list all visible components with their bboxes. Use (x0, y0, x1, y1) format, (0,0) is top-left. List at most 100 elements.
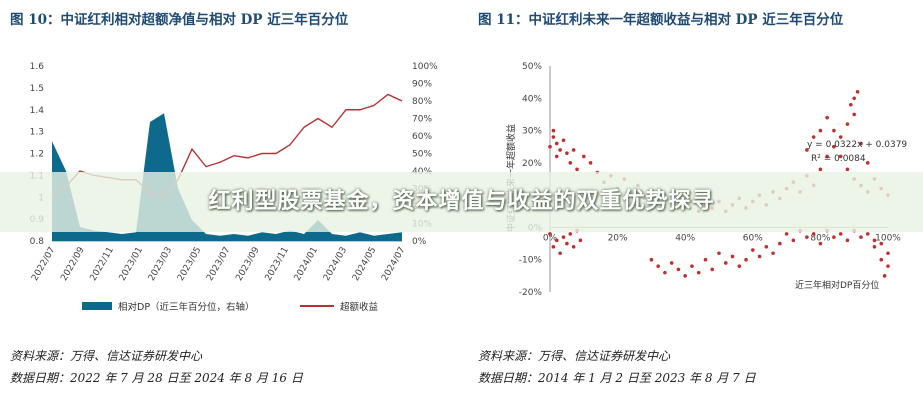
scatter-point (879, 257, 884, 262)
scatter-point (717, 251, 721, 256)
x-tick-label: 2022/11 (89, 246, 116, 283)
scatter-point (551, 135, 556, 139)
scatter-point (886, 264, 890, 268)
x-tick-label: 2024/07 (380, 246, 407, 283)
scatter-point (805, 235, 809, 239)
y-right-tick-label: 60% (412, 132, 432, 142)
scatter-point (849, 102, 853, 107)
scatter-point (852, 96, 856, 101)
scatter-point (558, 148, 562, 152)
scatter-point (744, 257, 748, 262)
source-note: 资料来源：万得、信达证券研发中心 (478, 349, 671, 363)
scatter-point (582, 154, 586, 159)
y-tick-label: -20% (519, 288, 543, 298)
scatter-point (690, 264, 694, 268)
scatter-point (825, 154, 829, 159)
scatter-point (859, 235, 863, 239)
scatter-point (818, 128, 823, 133)
x-tick-label: 0% (543, 233, 558, 243)
scatter-point (879, 241, 884, 246)
figure-title: 图 10：中证红利相对超额净值与相对 DP 近三年百分位 (10, 12, 349, 28)
scatter-point (886, 251, 890, 256)
scatter-point (656, 264, 660, 268)
source-note: 资料来源：万得、信达证券研发中心 (10, 349, 203, 363)
scatter-point (838, 154, 843, 159)
scatter-point (723, 261, 728, 265)
x-tick-label: 2022/07 (30, 246, 57, 283)
scatter-point (845, 238, 850, 243)
scatter-point (859, 141, 863, 146)
y-tick-label: 50% (522, 62, 542, 72)
y-left-tick-label: 1.4 (30, 106, 45, 116)
overlay-banner (0, 172, 923, 232)
scatter-point (575, 167, 579, 172)
scatter-point (865, 232, 870, 236)
y-right-tick-label: 70% (412, 115, 432, 125)
y-tick-label: 40% (522, 94, 542, 104)
scatter-point (554, 238, 559, 243)
scatter-point (703, 257, 708, 262)
legend-label-excess: 超额收益 (340, 301, 379, 313)
x-tick-label: 2023/09 (234, 245, 261, 283)
legend-label-dp: 相对DP（近三年百分位，右轴） (118, 301, 255, 313)
scatter-point (568, 232, 573, 236)
scatter-point (548, 144, 552, 149)
y-right-tick-label: 0% (412, 237, 427, 247)
scatter-point (588, 161, 593, 165)
scatter-point (838, 135, 843, 139)
scatter-point (778, 241, 782, 246)
scatter-point (554, 141, 559, 146)
x-tick-label: 80% (810, 233, 830, 243)
scatter-point (845, 167, 850, 172)
scatter-point (571, 148, 576, 152)
scatter-point (757, 254, 762, 259)
x-tick-label: 2023/11 (264, 246, 291, 283)
scatter-point (865, 161, 870, 165)
scatter-point (710, 267, 715, 272)
y-tick-label: 30% (522, 127, 542, 137)
x-tick-label: 2023/03 (147, 246, 174, 283)
y-tick-label: 20% (522, 159, 542, 169)
x-tick-label: 60% (743, 233, 763, 243)
y-left-tick-label: 0.8 (30, 237, 45, 247)
scatter-point (832, 128, 836, 133)
scatter-point (882, 274, 887, 278)
legend-swatch-dp (82, 302, 112, 310)
y-left-tick-label: 1.3 (30, 128, 44, 138)
x-tick-label: 2023/01 (118, 246, 145, 283)
scatter-point (751, 248, 755, 252)
y-right-tick-label: 90% (412, 80, 432, 90)
x-tick-label: 100% (875, 233, 901, 243)
x-tick-label: 2024/01 (293, 246, 320, 283)
scatter-point (696, 270, 701, 275)
y-left-tick-label: 1.6 (30, 62, 45, 72)
scatter-point (818, 241, 823, 246)
x-axis-label: 近三年相对DP百分位 (795, 279, 879, 291)
y-left-tick-label: 1.5 (30, 84, 44, 94)
scatter-point (764, 245, 769, 249)
y-right-tick-label: 80% (412, 97, 432, 107)
scatter-point (845, 122, 850, 126)
date-range-note: 数据日期：2014 年 1 月 2 日至 2023 年 8 月 7 日 (478, 371, 756, 385)
scatter-point (825, 115, 829, 120)
x-tick-label: 2023/05 (176, 246, 203, 283)
scatter-point (730, 254, 735, 259)
scatter-point (663, 270, 667, 275)
scatter-point (855, 90, 860, 94)
scatter-point (548, 232, 552, 236)
x-tick-label: 40% (675, 233, 695, 243)
scatter-point (791, 238, 796, 243)
scatter-point (676, 267, 681, 272)
figure-title: 图 11：中证红利未来一年超额收益与相对 DP 近三年百分位 (478, 12, 844, 28)
scatter-point (832, 144, 836, 149)
scatter-point (683, 274, 687, 278)
x-tick-label: 2024/03 (322, 246, 349, 283)
scatter-point (784, 232, 789, 236)
scatter-point (554, 154, 559, 159)
x-tick-label: 2023/07 (205, 246, 232, 283)
x-tick-label: 2024/05 (351, 246, 378, 283)
scatter-point (771, 251, 775, 256)
scatter-point (558, 251, 562, 256)
y-left-tick-label: 1.2 (30, 150, 44, 160)
banner-title: 红利型股票基金，资本增值与收益的双重优势探寻 (208, 189, 715, 214)
